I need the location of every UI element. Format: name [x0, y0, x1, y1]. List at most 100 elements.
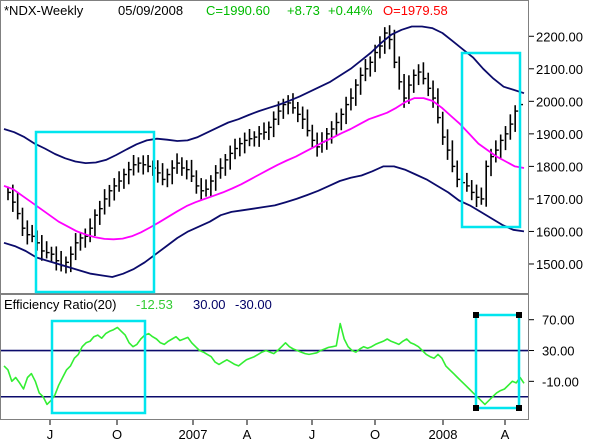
price-bar [446, 129, 451, 160]
x-tick-label: A [501, 427, 510, 442]
price-bar [118, 171, 123, 192]
price-bar [297, 101, 301, 123]
handle-top-right[interactable] [516, 312, 522, 318]
indicator-tick-label: 70.00 [542, 313, 575, 328]
price-bar [41, 235, 45, 261]
price-bar [398, 56, 403, 90]
price-bar [292, 93, 296, 114]
price-bar [470, 180, 475, 201]
price-bar [379, 36, 383, 59]
price-bar [147, 155, 152, 173]
price-bar [417, 64, 422, 86]
date-label: 05/09/2008 [118, 3, 183, 18]
price-bar [408, 75, 412, 104]
indicator-name: Efficiency Ratio(20) [4, 297, 116, 312]
price-y-axis: 2200.00 2100.00 2000.00 1900.00 1800.00 1700.… [529, 29, 583, 272]
price-bar [432, 80, 437, 108]
price-bar [84, 228, 89, 248]
x-tick-label: 2007 [179, 427, 208, 442]
price-bar [132, 155, 137, 176]
lower-band-series [3, 165, 525, 278]
price-bar [359, 67, 364, 95]
x-tick-label: O [370, 427, 380, 442]
price-bar [258, 126, 263, 147]
midline-series [3, 97, 525, 241]
price-bar [21, 207, 26, 236]
price-bar [466, 172, 470, 192]
x-axis: J O 2007 A J O 2008 A [47, 420, 510, 442]
bollinger-bands [3, 25, 525, 278]
price-bar [123, 168, 127, 189]
efficiency-ratio-series [3, 322, 525, 406]
price-bar [205, 179, 210, 197]
price-bar [253, 131, 258, 147]
price-bar [108, 184, 113, 207]
indicator-lines [1, 322, 528, 406]
price-bar [306, 109, 311, 137]
price-bar [89, 218, 94, 243]
price-bar [65, 256, 69, 274]
price-tick-label: 1800.00 [536, 159, 583, 174]
price-tick-label: 1900.00 [536, 127, 583, 142]
indicator-tick-label: -10.00 [542, 374, 579, 389]
handle-top-left[interactable] [473, 312, 479, 318]
indicator-y-axis: 70.00 30.00 -10.00 [529, 313, 579, 389]
price-bar [335, 112, 340, 135]
price-bar [364, 59, 369, 82]
price-tick-label: 1600.00 [536, 224, 583, 239]
indicator-value: -12.53 [136, 297, 173, 312]
price-bar [74, 233, 79, 261]
price-bar [441, 111, 446, 145]
price-bar [171, 160, 176, 185]
price-bar [229, 145, 234, 170]
price-bar [200, 178, 205, 201]
indicator-upper: 30.00 [193, 297, 226, 312]
price-panel-frame [0, 0, 529, 294]
price-bar [181, 157, 185, 176]
price-bar [499, 134, 504, 158]
price-bar [263, 122, 267, 140]
price-bar [514, 105, 519, 132]
price-bar [7, 186, 11, 201]
price-bar [16, 192, 21, 220]
price-bar [224, 154, 229, 176]
price-bar [127, 161, 132, 185]
price-bar [345, 96, 350, 125]
price-bar [388, 25, 393, 50]
price-bar [156, 160, 161, 183]
price-bar [210, 175, 214, 197]
price-bar [60, 250, 65, 272]
highlight-box-4 [474, 313, 521, 410]
price-bar [31, 224, 36, 243]
price-bar [422, 62, 427, 85]
handle-bottom-left[interactable] [473, 405, 479, 411]
handle-bottom-right[interactable] [516, 405, 522, 411]
price-bar [214, 165, 219, 191]
highlight-box-2 [460, 51, 522, 229]
price-bars [7, 25, 523, 274]
open-label: O=1979.58 [383, 3, 448, 18]
price-bar [475, 184, 480, 208]
price-bar [369, 56, 374, 77]
price-bar [219, 158, 224, 179]
x-tick-label: A [243, 427, 252, 442]
price-bar [412, 69, 417, 93]
price-bar [495, 140, 499, 163]
price-bar [190, 159, 195, 182]
price-bar [325, 128, 330, 150]
price-tick-label: 2200.00 [536, 29, 583, 44]
price-bar [50, 246, 55, 263]
price-tick-label: 2100.00 [536, 62, 583, 77]
price-bar [243, 132, 248, 154]
price-bar [451, 140, 456, 173]
price-bar [103, 189, 108, 215]
indicator-tick-label: 30.00 [542, 344, 575, 359]
price-bar [142, 155, 147, 175]
indicator-lower: -30.00 [235, 297, 272, 312]
x-tick-label: J [47, 427, 54, 442]
x-tick-label: J [309, 427, 316, 442]
price-bar [485, 160, 490, 207]
price-bar [456, 160, 461, 188]
price-bar [509, 114, 514, 140]
